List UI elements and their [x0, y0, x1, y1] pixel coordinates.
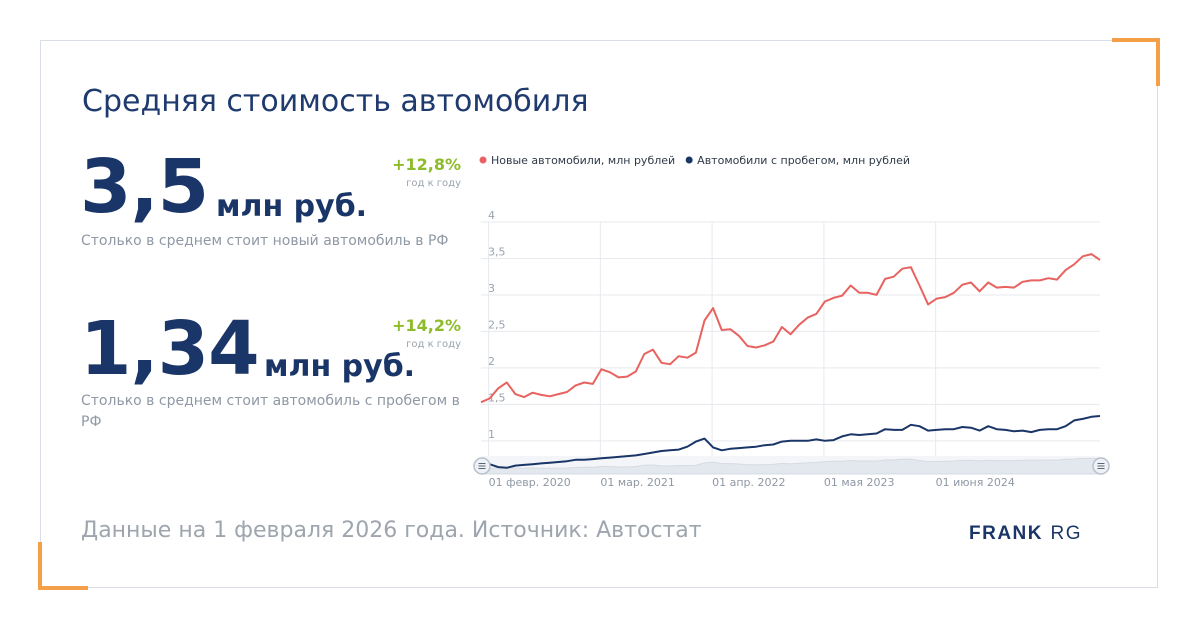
new-cars-series-line [480, 253, 1101, 404]
new-car-price-unit: млн руб. [216, 189, 368, 224]
used-car-price-value: 1,34 [80, 306, 260, 392]
frank-rg-logo: FRANK RG [969, 522, 1082, 545]
x-tick-label: 01 мая 2023 [824, 476, 895, 489]
new-car-price-value: 3,5 [80, 144, 209, 230]
x-tick-label: 01 мар. 2021 [600, 476, 675, 489]
new-car-change-note: год к году [406, 178, 461, 189]
new-car-change: +12,8% [392, 155, 461, 174]
y-tick-label: 2 [488, 355, 495, 368]
legend-label-used: Автомобили с пробегом, млн рублей [697, 154, 910, 167]
legend-marker-used [685, 156, 693, 164]
logo-bold-text: FRANK [969, 523, 1043, 544]
navigator-series-area [480, 457, 1101, 475]
y-tick-label: 1 [488, 428, 495, 441]
legend-marker-new [479, 156, 487, 164]
x-tick-label: 01 июня 2024 [936, 476, 1015, 489]
used-cars-series-line [480, 415, 1101, 473]
x-tick-label: 01 апр. 2022 [712, 476, 785, 489]
corner-accent-top-right [1112, 38, 1160, 86]
page-title: Средняя стоимость автомобиля [82, 84, 589, 119]
y-tick-label: 4 [488, 209, 495, 222]
x-tick-label: 01 февр. 2020 [489, 476, 571, 489]
used-car-price-unit: млн руб. [264, 349, 416, 384]
new-car-description: Столько в среднем стоит новый автомобиль… [81, 233, 449, 249]
used-car-description: Столько в среднем стоит автомобиль с про… [81, 393, 460, 430]
legend-label-new: Новые автомобили, млн рублей [491, 154, 675, 167]
corner-accent-bottom-left [38, 542, 88, 590]
y-tick-label: 2,5 [488, 318, 506, 331]
y-tick-label: 3,5 [488, 245, 506, 258]
used-car-change: +14,2% [392, 316, 461, 335]
y-tick-label: 3 [488, 282, 495, 295]
infographic-card [40, 40, 1158, 588]
used-car-change-note: год к году [406, 339, 461, 350]
logo-light-text: RG [1050, 523, 1083, 544]
footer-source: Данные на 1 февраля 2026 года. Источник:… [81, 518, 702, 543]
